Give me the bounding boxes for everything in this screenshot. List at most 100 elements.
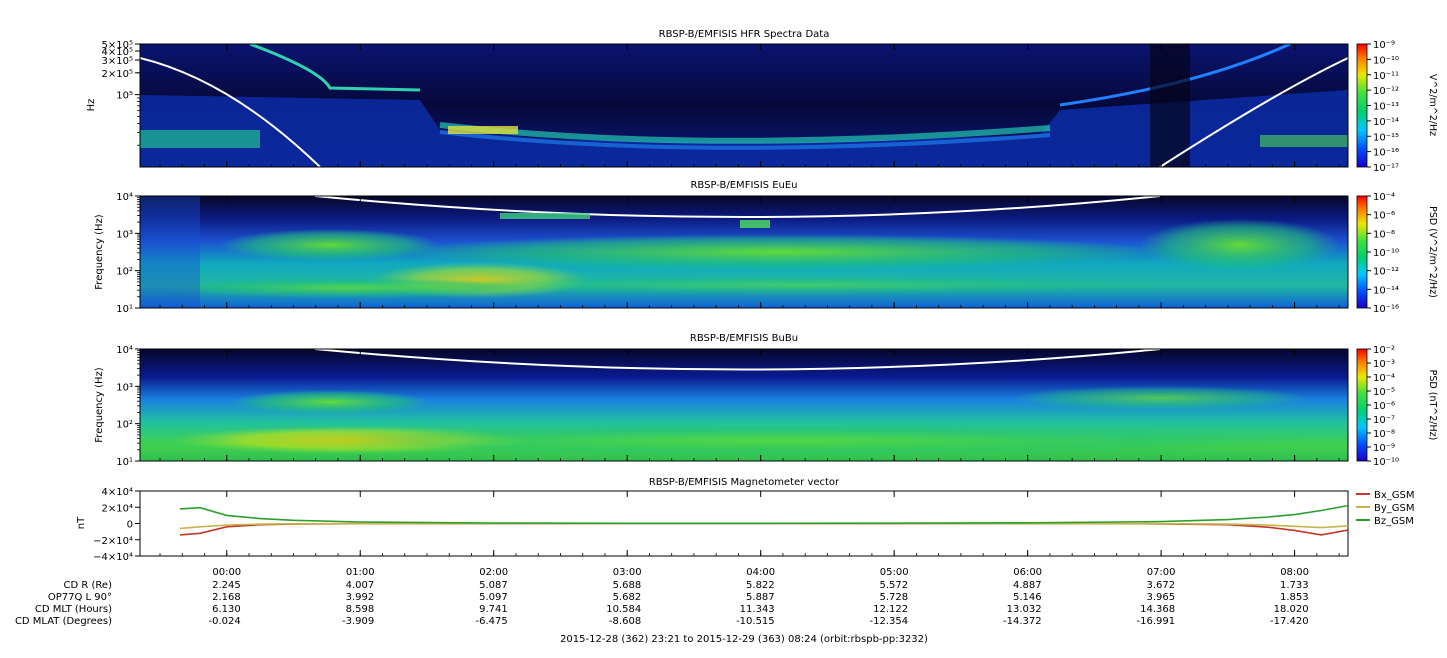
colorbar-tick-label: 10⁻¹⁰	[1373, 55, 1399, 66]
colorbar-tick-label: 10⁻⁸	[1373, 429, 1395, 440]
y-tick-label: 10⁴	[116, 345, 133, 356]
colorbar-tick-label: 10⁻⁸	[1373, 229, 1395, 240]
ephemeris-value: 8.598	[346, 604, 375, 615]
footer-time-range: 2015-12-28 (362) 23:21 to 2015-12-29 (36…	[560, 634, 928, 645]
ephemeris-value: -12.354	[870, 616, 909, 627]
ephemeris-value: 1.853	[1280, 592, 1309, 603]
ephemeris-value: 4.887	[1013, 580, 1042, 591]
y-tick-label: 2×10⁴	[102, 503, 133, 514]
ephemeris-value: 3.992	[346, 592, 375, 603]
ephemeris-value: 6.130	[212, 604, 241, 615]
y-tick-label: 10¹	[116, 304, 133, 315]
ephemeris-value: 5.728	[880, 592, 909, 603]
panel3-title: RBSP-B/EMFISIS BuBu	[690, 333, 798, 344]
ephemeris-value: -6.475	[475, 616, 507, 627]
ephemeris-value: -0.024	[209, 616, 241, 627]
panel4-legend: Bx_GSM By_GSM Bz_GSM	[1356, 490, 1415, 527]
colorbar-tick-label: 10⁻¹⁷	[1373, 163, 1399, 174]
y-tick-label: 10⁵	[116, 91, 133, 102]
y-tick-label: −4×10⁴	[93, 552, 133, 563]
ephemeris-value: 11.343	[740, 604, 775, 615]
colorbar-tick-label: 10⁻³	[1373, 359, 1395, 370]
time-tick-label: 06:00	[1013, 567, 1042, 578]
panel3-yaxis: 10⁴ 10³ 10² 10¹	[116, 345, 140, 468]
colorbar-tick-label: 10⁻¹⁴	[1373, 117, 1399, 128]
colorbar-tick-label: 10⁻⁵	[1373, 387, 1395, 398]
time-tick-label: 01:00	[346, 567, 375, 578]
ephemeris-value: 5.087	[479, 580, 508, 591]
y-tick-label: 0	[127, 520, 133, 531]
ephemeris-value: 2.168	[212, 592, 241, 603]
panel1-spectrogram	[140, 44, 1348, 167]
ephemeris-value: -3.909	[342, 616, 374, 627]
time-axis-ticks	[159, 44, 1340, 556]
colorbar-tick-label: 10⁻¹¹	[1373, 71, 1399, 82]
panel4-title: RBSP-B/EMFISIS Magnetometer vector	[649, 477, 840, 488]
y-tick-label: 10²	[116, 420, 133, 431]
ephemeris-value: 5.572	[880, 580, 909, 591]
panel2-colorbar-ticks: 10⁻⁴ 10⁻⁶ 10⁻⁸ 10⁻¹⁰ 10⁻¹² 10⁻¹⁴ 10⁻¹⁶	[1367, 192, 1399, 315]
y-tick-label: 4×10⁴	[102, 487, 133, 498]
y-tick-label: 10⁴	[116, 192, 133, 203]
time-tick-label: 05:00	[880, 567, 909, 578]
colorbar-tick-label: 10⁻¹³	[1373, 102, 1399, 113]
y-tick-label: 3×10⁵	[102, 56, 133, 67]
ephemeris-row-label: CD R (Re)	[64, 580, 113, 591]
ephemeris-value: 3.672	[1146, 580, 1175, 591]
panel1-colorbar-label: V^2/m^2/Hz	[1427, 74, 1438, 136]
panel2-colorbar-label: PSD (V^2/m^2/Hz)	[1427, 206, 1438, 298]
time-tick-label: 02:00	[479, 567, 508, 578]
ephemeris-table: CD R (Re) 2.245 4.007 5.087 5.688 5.822 5.572 4…	[15, 580, 1309, 627]
y-tick-label: 10³	[116, 229, 133, 240]
ephemeris-value: 9.741	[479, 604, 508, 615]
panel2-colorbar	[1356, 195, 1368, 309]
y-tick-label: 10¹	[116, 457, 133, 468]
panel2-yaxis: 10⁴ 10³ 10² 10¹	[116, 192, 140, 315]
ephemeris-value: 3.965	[1146, 592, 1175, 603]
y-tick-label: −2×10⁴	[93, 536, 133, 547]
ephemeris-value: 5.822	[746, 580, 775, 591]
colorbar-tick-label: 10⁻¹⁶	[1373, 148, 1399, 159]
colorbar-tick-label: 10⁻¹⁴	[1373, 285, 1399, 296]
panel1-ylabel: Hz	[86, 99, 97, 112]
legend-label: Bz_GSM	[1374, 516, 1414, 527]
ephemeris-value: -16.991	[1137, 616, 1176, 627]
colorbar-tick-label: 10⁻⁴	[1373, 192, 1395, 203]
y-tick-label: 10³	[116, 382, 133, 393]
panel2-spectrogram	[140, 196, 1348, 308]
ephemeris-value: 4.007	[346, 580, 375, 591]
colorbar-tick-label: 10⁻¹⁰	[1373, 248, 1399, 259]
colorbar-tick-label: 10⁻⁴	[1373, 373, 1395, 384]
colorbar-tick-label: 10⁻¹⁰	[1373, 457, 1399, 468]
panel3-spectrogram	[140, 349, 1348, 461]
ephemeris-value: 5.682	[613, 592, 642, 603]
panel3-colorbar-label: PSD (nT^2/Hz)	[1427, 370, 1438, 441]
y-tick-label: 5×10⁵	[102, 40, 133, 51]
colorbar-tick-label: 10⁻⁹	[1373, 40, 1395, 51]
panel1-colorbar	[1356, 43, 1368, 168]
ephemeris-value: 5.887	[746, 592, 775, 603]
colorbar-tick-label: 10⁻¹⁵	[1373, 132, 1399, 143]
ephemeris-row-label: CD MLAT (Degrees)	[15, 616, 112, 627]
colorbar-tick-label: 10⁻⁶	[1373, 401, 1395, 412]
y-tick-label: 4×10⁵	[102, 47, 133, 58]
panel4-yaxis: 4×10⁴ 2×10⁴ 0 −2×10⁴ −4×10⁴	[93, 487, 140, 563]
colorbar-tick-label: 10⁻⁶	[1373, 211, 1395, 222]
ephemeris-value: 10.584	[606, 604, 641, 615]
colorbar-tick-label: 10⁻¹⁶	[1373, 304, 1399, 315]
y-tick-label: 10²	[116, 267, 133, 278]
ephemeris-value: 5.688	[613, 580, 642, 591]
ephemeris-value: 2.245	[212, 580, 241, 591]
time-tick-label: 00:00	[212, 567, 241, 578]
ephemeris-value: -8.608	[609, 616, 641, 627]
ephemeris-row-label: OP77Q L 90°	[48, 592, 112, 603]
ephemeris-value: -14.372	[1003, 616, 1042, 627]
ephemeris-value: 13.032	[1007, 604, 1042, 615]
panel3-ylabel: Frequency (Hz)	[94, 367, 105, 443]
ephemeris-value: 5.146	[1013, 592, 1042, 603]
time-tick-label: 04:00	[746, 567, 775, 578]
panel2-ylabel: Frequency (Hz)	[94, 214, 105, 290]
colorbar-tick-label: 10⁻²	[1373, 345, 1395, 356]
